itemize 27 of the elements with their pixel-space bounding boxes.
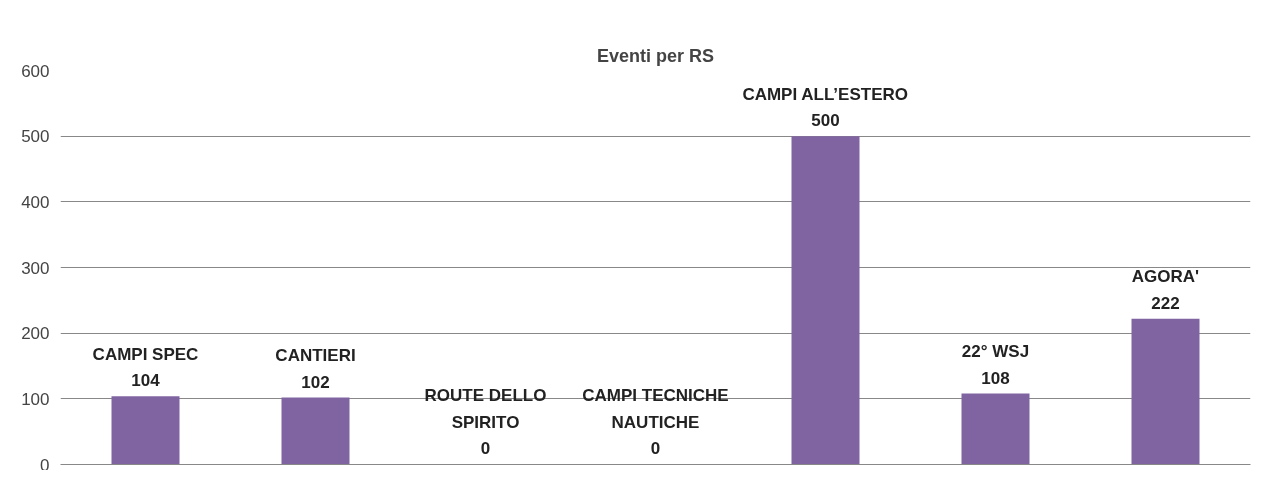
data-label: 104 (131, 371, 161, 391)
y-tick-label: 200 (21, 324, 50, 344)
y-tick-label: 600 (21, 61, 50, 81)
data-label: 0 (650, 439, 661, 459)
y-tick-label: 500 (21, 127, 50, 147)
y-tick-label: 300 (21, 258, 50, 278)
bar (281, 397, 350, 465)
x-tick-label: CAMPI SPEC (92, 344, 199, 364)
x-tick-label: AGORA' (1131, 267, 1200, 287)
x-tick-label: ROUTE DELLO SPIRITO (424, 386, 547, 432)
data-label: 500 (811, 111, 840, 131)
y-tick-label: 0 (40, 455, 50, 475)
bar (791, 136, 860, 465)
bar (111, 396, 180, 465)
y-tick-label: 400 (21, 192, 50, 212)
x-tick-label: CAMPI ALL’ESTERO (742, 84, 908, 104)
x-tick-label: 22° WSJ (961, 341, 1030, 361)
data-label: 102 (301, 372, 330, 392)
x-tick-label: CANTIERI (275, 345, 356, 365)
data-label: 0 (480, 439, 491, 459)
chart-title: Eventi per RS (596, 45, 715, 66)
data-label: 222 (1151, 293, 1180, 313)
x-tick-label: CAMPI TECNICHE NAUTICHE (582, 386, 729, 432)
y-tick-label: 100 (21, 389, 50, 409)
data-label: 108 (981, 368, 1010, 388)
bar (961, 393, 1030, 465)
bar (1131, 318, 1200, 465)
